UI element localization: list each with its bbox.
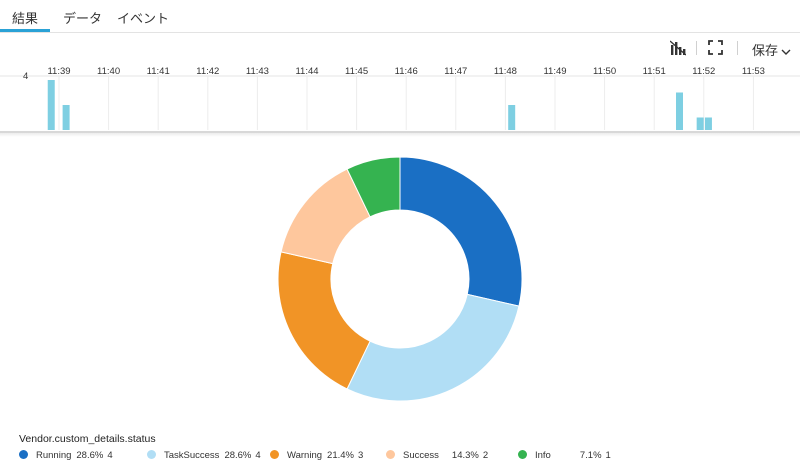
results-tab-bar: 結果 データ イベント — [0, 0, 800, 33]
bar-chart-icon[interactable] — [669, 40, 687, 61]
legend-percent: 14.3% — [451, 450, 479, 461]
legend-label: Success — [403, 450, 439, 461]
time-label: 11:52 — [692, 66, 715, 77]
legend-item-warning[interactable]: Warning 21.4% 3 — [270, 450, 363, 461]
legend-swatch — [386, 450, 395, 459]
donut-slice-tasksuccess[interactable] — [346, 293, 520, 402]
save-button[interactable]: 保存 — [752, 43, 779, 58]
fullscreen-icon[interactable] — [708, 40, 723, 60]
legend-label: Info — [535, 450, 551, 461]
legend-field-name: Vendor.custom_details.status — [19, 433, 156, 445]
legend-count: 1 — [605, 450, 611, 461]
time-label: 11:51 — [643, 66, 666, 77]
donut-slice-warning[interactable] — [277, 251, 371, 390]
legend-label: Running — [36, 450, 72, 461]
chevron-down-icon[interactable] — [781, 43, 791, 61]
legend-percent: 21.4% — [327, 450, 354, 461]
time-label: 11:49 — [543, 66, 566, 77]
tab-data[interactable]: データ — [63, 11, 103, 26]
chart-legend: Running 28.6% 4 TaskSuccess 28.6% 4 Warning 21.… — [19, 450, 799, 464]
tab-results[interactable]: 結果 — [12, 11, 39, 26]
status-donut-chart[interactable] — [0, 0, 800, 430]
legend-count: 4 — [255, 450, 261, 461]
legend-percent: 7.1% — [579, 450, 602, 461]
legend-item-success[interactable]: Success 14.3% 2 — [386, 450, 488, 461]
legend-swatch — [518, 450, 527, 459]
timeline-bar[interactable] — [62, 105, 70, 130]
legend-count: 4 — [107, 450, 113, 461]
legend-swatch — [19, 450, 28, 459]
event-timeline-histogram[interactable]: 4 11:39 11:40 11:41 11:42 11:43 11:44 11:45 11:4… — [0, 0, 800, 134]
timeline-bar[interactable] — [704, 117, 712, 131]
toolbar-divider — [737, 41, 738, 55]
legend-count: 3 — [357, 450, 364, 461]
time-label: 11:46 — [395, 66, 418, 77]
time-label: 11:43 — [246, 66, 269, 77]
legend-item-info[interactable]: Info 7.1% 1 — [518, 450, 611, 461]
legend-label: TaskSuccess — [164, 450, 220, 461]
time-label: 11:47 — [444, 66, 467, 77]
time-label: 11:42 — [196, 66, 219, 77]
timeline-bar[interactable] — [508, 105, 516, 130]
legend-label: Warning — [287, 450, 323, 461]
donut-slice-running[interactable] — [399, 156, 523, 307]
time-label: 11:50 — [593, 66, 616, 77]
timeline-bar[interactable] — [676, 92, 683, 131]
donut-slice-info[interactable] — [346, 156, 401, 218]
time-label: 11:41 — [147, 66, 170, 77]
time-label: 11:39 — [47, 66, 70, 77]
time-label: 11:45 — [345, 66, 368, 77]
timeline-divider — [0, 131, 800, 133]
timeline-bar[interactable] — [696, 117, 704, 131]
legend-item-running[interactable]: Running 28.6% 4 — [19, 450, 113, 461]
time-label: 11:53 — [742, 66, 765, 77]
legend-count: 2 — [482, 450, 489, 461]
legend-percent: 28.6% — [224, 450, 252, 461]
active-tab-indicator — [0, 29, 50, 32]
toolbar-divider — [696, 41, 697, 55]
legend-percent: 28.6% — [76, 450, 104, 461]
legend-swatch — [270, 450, 279, 459]
legend-swatch — [147, 450, 156, 459]
timeline-bar[interactable] — [47, 80, 55, 130]
time-label: 11:48 — [494, 66, 517, 77]
time-label: 11:44 — [295, 66, 318, 77]
tab-events[interactable]: イベント — [117, 11, 170, 26]
legend-item-tasksuccess[interactable]: TaskSuccess 28.6% 4 — [147, 450, 261, 461]
y-max-label: 4 — [23, 71, 28, 82]
time-label: 11:40 — [97, 66, 120, 77]
